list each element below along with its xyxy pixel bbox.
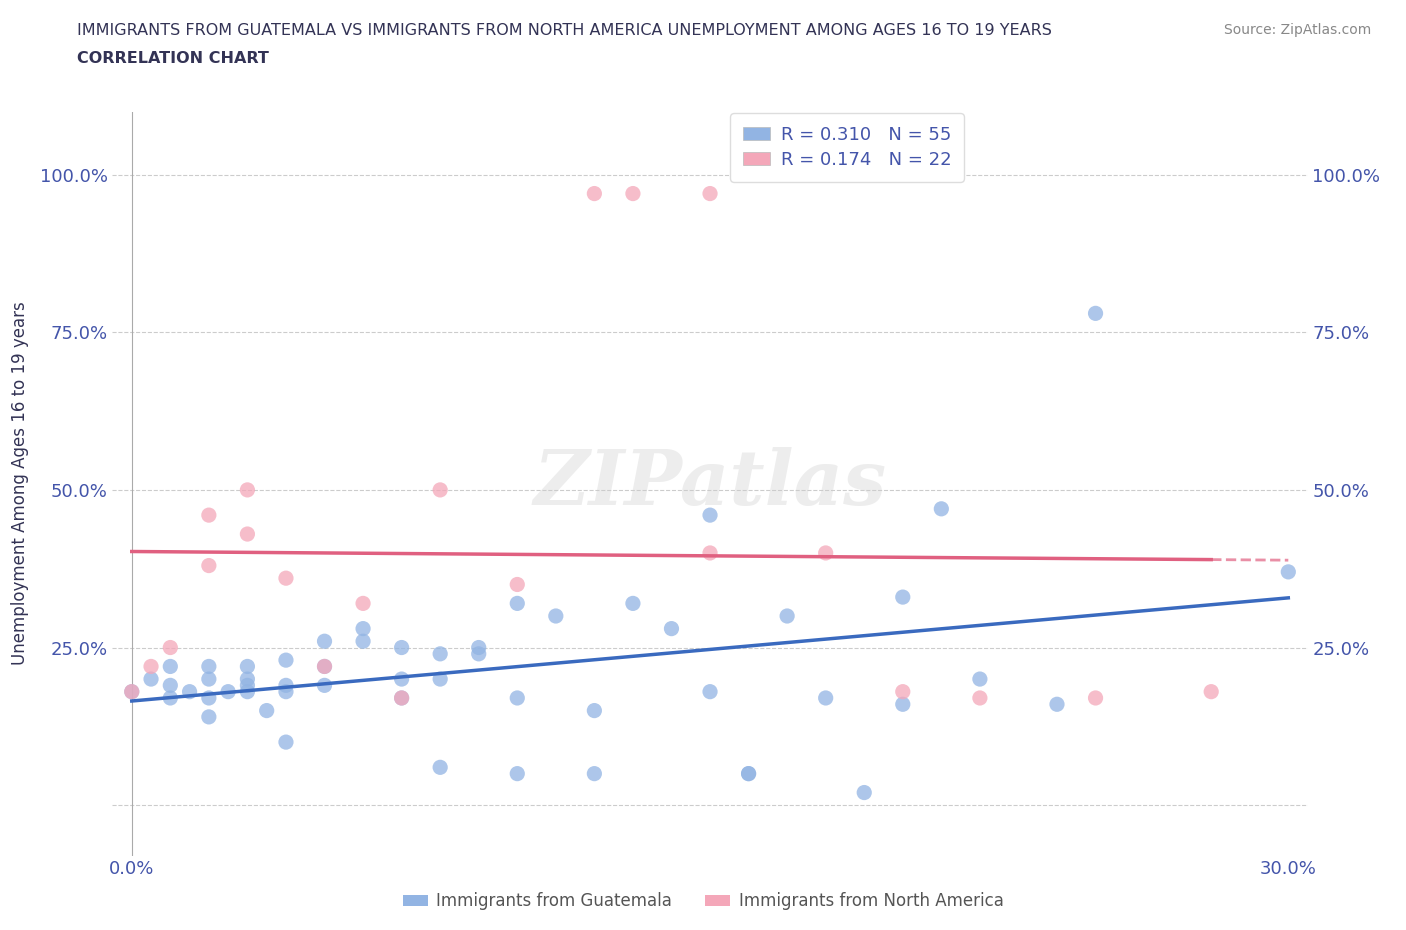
Point: [159, 691, 181, 706]
Point: [274, 684, 297, 699]
Point: [198, 558, 221, 573]
Point: [506, 596, 529, 611]
Point: [891, 590, 914, 604]
Point: [236, 659, 259, 674]
Point: [352, 633, 374, 648]
Point: [198, 710, 221, 724]
Point: [236, 684, 259, 699]
Point: [1277, 565, 1299, 579]
Point: [429, 760, 451, 775]
Legend: R = 0.310   N = 55, R = 0.174   N = 22: R = 0.310 N = 55, R = 0.174 N = 22: [730, 113, 965, 181]
Point: [737, 766, 759, 781]
Point: [1084, 306, 1107, 321]
Text: Source: ZipAtlas.com: Source: ZipAtlas.com: [1223, 23, 1371, 37]
Point: [1199, 684, 1222, 699]
Point: [737, 766, 759, 781]
Point: [429, 671, 451, 686]
Point: [159, 659, 181, 674]
Point: [314, 678, 336, 693]
Point: [853, 785, 876, 800]
Point: [429, 646, 451, 661]
Point: [661, 621, 683, 636]
Y-axis label: Unemployment Among Ages 16 to 19 years: Unemployment Among Ages 16 to 19 years: [10, 301, 28, 666]
Text: IMMIGRANTS FROM GUATEMALA VS IMMIGRANTS FROM NORTH AMERICA UNEMPLOYMENT AMONG AG: IMMIGRANTS FROM GUATEMALA VS IMMIGRANTS …: [77, 23, 1052, 38]
Point: [236, 526, 259, 541]
Point: [121, 684, 143, 699]
Point: [583, 766, 606, 781]
Point: [583, 703, 606, 718]
Point: [198, 671, 221, 686]
Point: [467, 640, 489, 655]
Point: [352, 596, 374, 611]
Point: [699, 546, 721, 561]
Point: [699, 186, 721, 201]
Point: [198, 508, 221, 523]
Point: [506, 577, 529, 591]
Point: [969, 671, 991, 686]
Point: [1046, 697, 1069, 711]
Point: [467, 646, 489, 661]
Point: [621, 186, 644, 201]
Point: [274, 735, 297, 750]
Point: [391, 640, 413, 655]
Point: [1084, 691, 1107, 706]
Point: [429, 483, 451, 498]
Point: [506, 766, 529, 781]
Point: [699, 508, 721, 523]
Point: [391, 671, 413, 686]
Point: [814, 546, 837, 561]
Text: ZIPatlas: ZIPatlas: [533, 446, 887, 521]
Point: [256, 703, 278, 718]
Point: [139, 671, 162, 686]
Point: [699, 684, 721, 699]
Text: CORRELATION CHART: CORRELATION CHART: [77, 51, 269, 66]
Point: [198, 691, 221, 706]
Point: [621, 596, 644, 611]
Point: [891, 697, 914, 711]
Point: [314, 659, 336, 674]
Point: [814, 691, 837, 706]
Point: [391, 691, 413, 706]
Point: [274, 653, 297, 668]
Point: [776, 608, 799, 623]
Point: [139, 659, 162, 674]
Point: [121, 684, 143, 699]
Legend: Immigrants from Guatemala, Immigrants from North America: Immigrants from Guatemala, Immigrants fr…: [396, 885, 1010, 917]
Point: [236, 671, 259, 686]
Point: [391, 691, 413, 706]
Point: [274, 571, 297, 586]
Point: [236, 678, 259, 693]
Point: [891, 684, 914, 699]
Point: [236, 483, 259, 498]
Point: [506, 691, 529, 706]
Point: [544, 608, 567, 623]
Point: [314, 659, 336, 674]
Point: [198, 659, 221, 674]
Point: [217, 684, 239, 699]
Point: [583, 186, 606, 201]
Point: [314, 633, 336, 648]
Point: [159, 640, 181, 655]
Point: [159, 678, 181, 693]
Point: [969, 691, 991, 706]
Point: [931, 501, 953, 516]
Point: [179, 684, 201, 699]
Point: [274, 678, 297, 693]
Point: [352, 621, 374, 636]
